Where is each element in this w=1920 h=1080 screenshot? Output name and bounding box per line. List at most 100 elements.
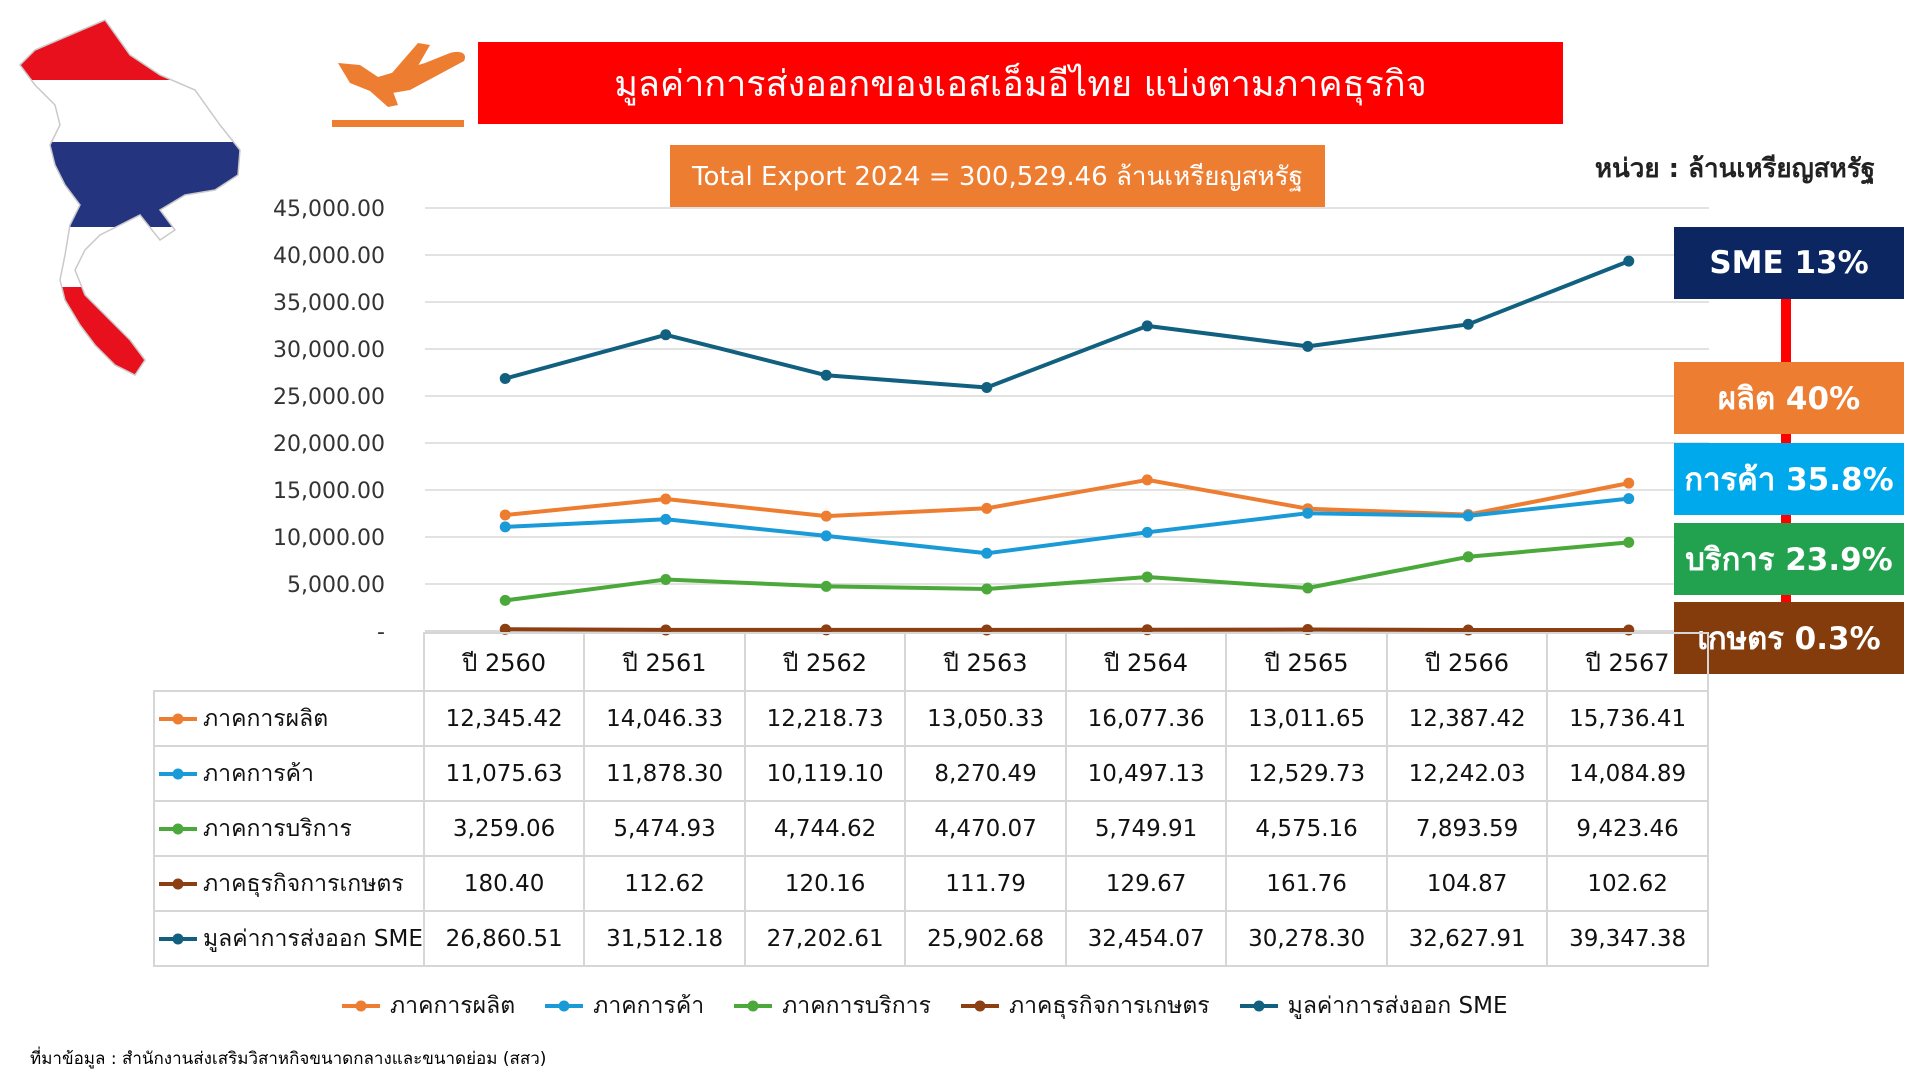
share-box-service: บริการ 23.9% (1674, 523, 1904, 595)
data-point (660, 513, 672, 525)
data-label: 4,744.62 (743, 800, 907, 857)
data-label: 4,575.16 (1225, 800, 1388, 857)
data-point (1302, 507, 1314, 519)
data-label: 3,259.06 (422, 800, 586, 857)
data-label: 7,893.59 (1385, 800, 1549, 857)
legend-entry: ภาคการบริการ (732, 988, 931, 1024)
series-label: มูลค่าการส่งออก SME (153, 910, 425, 967)
data-point (499, 509, 511, 521)
share-box-manufacturing: ผลิต 40% (1674, 362, 1904, 434)
data-label: 5,474.93 (583, 800, 746, 857)
data-point (1302, 582, 1314, 594)
data-label: 12,218.73 (743, 690, 907, 747)
table-row: ภาคธุรกิจการเกษตร 180.40 112.62 120.16 111.7… (153, 855, 1709, 912)
data-point (1302, 340, 1314, 352)
x-tick-label: ปี 2561 (583, 632, 746, 692)
data-label: 11,075.63 (422, 745, 586, 802)
share-box-trade: การค้า 35.8% (1674, 443, 1904, 515)
legend-entry: มูลค่าการส่งออก SME (1238, 988, 1508, 1024)
data-point (660, 493, 672, 505)
series-line-0 (505, 477, 1630, 519)
data-point (820, 580, 832, 592)
y-tick-label: 5,000.00 (287, 573, 385, 598)
data-label: 4,470.07 (904, 800, 1067, 857)
data-label: 120.16 (743, 855, 907, 912)
data-label: 104.87 (1385, 855, 1549, 912)
data-point (1462, 510, 1474, 522)
data-point (820, 530, 832, 542)
data-label: 12,345.42 (422, 690, 586, 747)
data-point (1623, 477, 1635, 489)
data-label: 25,902.68 (904, 910, 1067, 967)
data-label: 13,050.33 (904, 690, 1067, 747)
data-point (1462, 551, 1474, 563)
share-box-sme: SME 13% (1674, 227, 1904, 299)
data-point (1623, 255, 1635, 267)
legend-entry: ภาคการค้า (543, 988, 704, 1024)
table-row: ภาคการบริการ 3,259.06 5,474.93 4,744.62 4,47… (153, 800, 1709, 857)
data-table: ปี 2560 ปี 2561 ปี 2562 ปี 2563 ปี 2564 ปี 25… (153, 632, 1709, 967)
data-label: 12,529.73 (1225, 745, 1388, 802)
data-label: 10,119.10 (743, 745, 907, 802)
data-label: 129.67 (1064, 855, 1228, 912)
data-label: 31,512.18 (583, 910, 746, 967)
x-tick-label: ปี 2564 (1064, 632, 1228, 692)
series-line-1 (505, 496, 1630, 556)
data-point (660, 574, 672, 586)
data-point (1623, 536, 1635, 548)
data-label: 30,278.30 (1225, 910, 1388, 967)
x-tick-label: ปี 2563 (904, 632, 1067, 692)
data-point (820, 369, 832, 381)
table-row: ภาคการค้า 11,075.63 11,878.30 10,119.10 8,27… (153, 745, 1709, 802)
data-label: 39,347.38 (1546, 910, 1709, 967)
data-label: 12,387.42 (1385, 690, 1549, 747)
legend: ภาคการผลิต ภาคการค้า ภาคการบริการ ภาคธุรกิจ… (340, 988, 1508, 1024)
y-tick-label: 30,000.00 (273, 338, 385, 363)
share-box-agriculture: เกษตร 0.3% (1674, 602, 1904, 674)
series-label: ภาคการผลิต (153, 690, 425, 747)
series-line-2 (505, 540, 1629, 603)
source-note: ที่มาข้อมูล : สำนักงานส่งเสริมวิสาหกิจขน… (30, 1049, 547, 1069)
data-label: 5,749.91 (1064, 800, 1228, 857)
series-line-3 (505, 627, 1629, 632)
data-label: 26,860.51 (422, 910, 586, 967)
data-point (1623, 493, 1635, 505)
data-label: 15,736.41 (1546, 690, 1709, 747)
data-point (1141, 320, 1153, 332)
data-point (1141, 474, 1153, 486)
series-label: ภาคการค้า (153, 745, 425, 802)
data-label: 11,878.30 (583, 745, 746, 802)
table-corner (154, 633, 425, 692)
data-label: 32,627.91 (1385, 910, 1549, 967)
data-label: 27,202.61 (743, 910, 907, 967)
data-label: 180.40 (422, 855, 586, 912)
x-tick-label: ปี 2567 (1546, 632, 1709, 692)
data-point (1141, 526, 1153, 538)
legend-entry: ภาคการผลิต (340, 988, 515, 1024)
data-label: 8,270.49 (904, 745, 1067, 802)
y-tick-label: 15,000.00 (273, 479, 385, 504)
data-point (660, 329, 672, 341)
data-label: 14,084.89 (1546, 745, 1709, 802)
data-label: 111.79 (904, 855, 1067, 912)
data-label: 12,242.03 (1385, 745, 1549, 802)
data-label: 161.76 (1225, 855, 1388, 912)
series-label: ภาคการบริการ (153, 800, 425, 857)
data-label: 16,077.36 (1064, 690, 1228, 747)
y-tick-label: 25,000.00 (273, 385, 385, 410)
x-tick-label: ปี 2560 (422, 632, 586, 692)
unit-label: หน่วย : ล้านเหรียญสหรัฐ (1594, 154, 1876, 184)
data-point (1141, 571, 1153, 583)
y-tick-label: 40,000.00 (273, 244, 385, 269)
y-tick-label: - (377, 620, 385, 645)
series-label: ภาคธุรกิจการเกษตร (153, 855, 425, 912)
chart-title: มูลค่าการส่งออกของเอสเอ็มอีไทย แบ่งตามภา… (478, 42, 1563, 124)
data-point (499, 373, 511, 385)
series-line-4 (504, 259, 1630, 390)
data-point (981, 382, 993, 394)
data-point (499, 521, 511, 533)
y-tick-label: 10,000.00 (273, 526, 385, 551)
table-row: มูลค่าการส่งออก SME 26,860.51 31,512.18 27,… (153, 910, 1709, 967)
data-label: 112.62 (583, 855, 746, 912)
